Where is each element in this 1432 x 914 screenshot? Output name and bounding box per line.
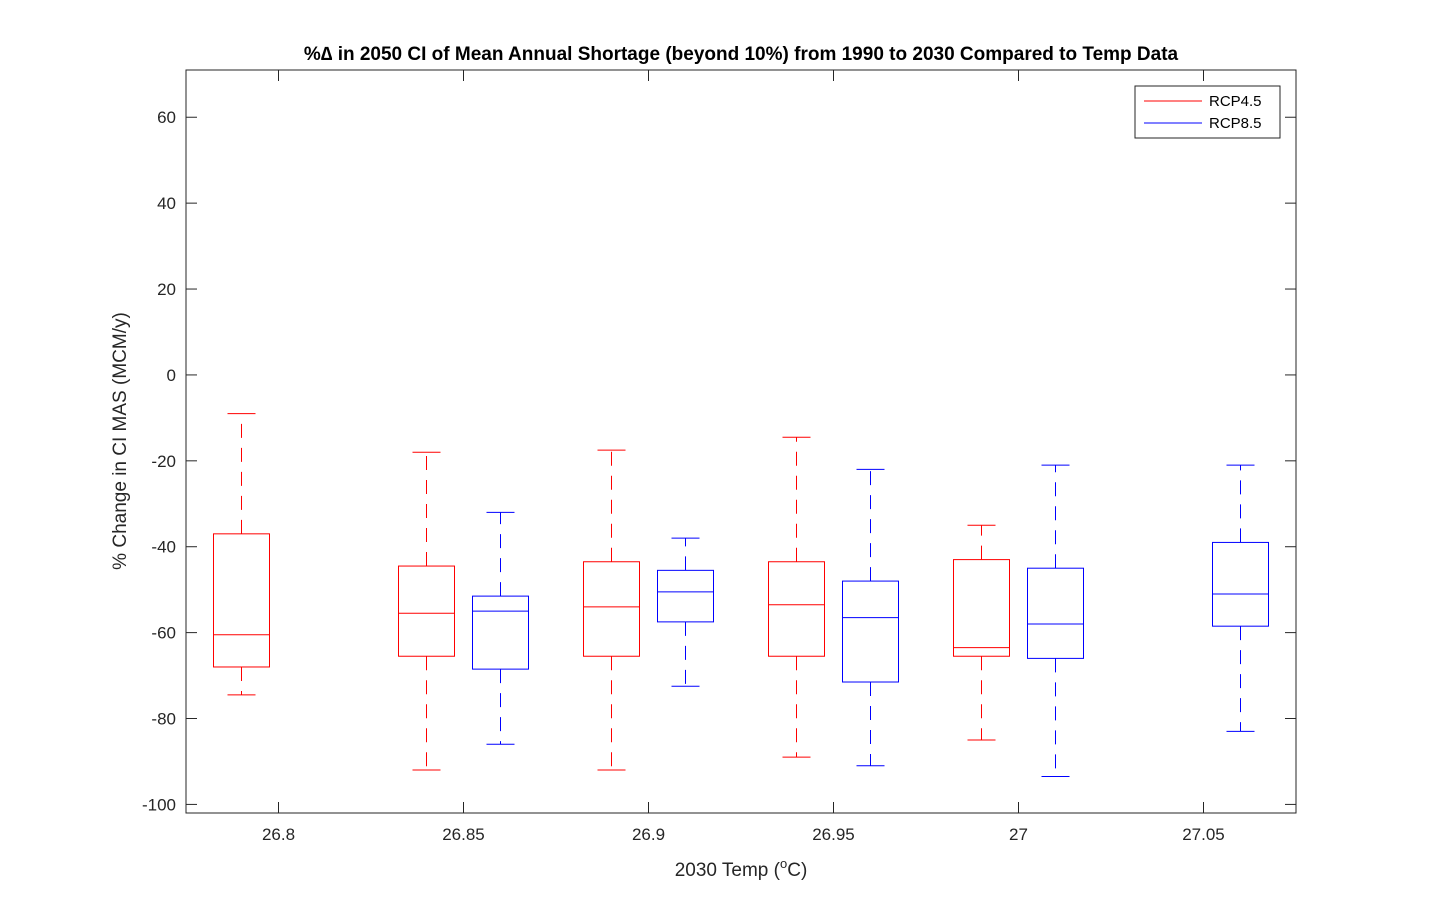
y-tick-label: -20 (151, 452, 176, 471)
x-tick-label: 26.9 (632, 825, 665, 844)
box (213, 413, 270, 696)
box (583, 449, 640, 771)
series-rcp45 (213, 413, 1010, 771)
y-tick-label: -80 (151, 710, 176, 729)
y-axis-label: % Change in CI MAS (MCM/y) (110, 312, 131, 570)
box-iqr (657, 569, 714, 623)
box-iqr (1027, 567, 1084, 659)
y-tick-label: -40 (151, 538, 176, 557)
x-tick-label: 26.85 (442, 825, 485, 844)
series-rcp85 (472, 464, 1269, 777)
box-iqr (842, 580, 899, 683)
y-tick-label: 40 (157, 194, 176, 213)
box-iqr (398, 565, 455, 657)
box-iqr (953, 559, 1010, 657)
x-tick-label: 27.05 (1182, 825, 1225, 844)
box (1212, 464, 1269, 732)
box-series (213, 413, 1269, 777)
box (472, 511, 529, 745)
legend-label-rcp45: RCP4.5 (1209, 93, 1262, 110)
box-iqr (1212, 541, 1269, 627)
x-tick-label: 26.8 (262, 825, 295, 844)
y-tick-label: 0 (167, 366, 176, 385)
x-axis-label-superscript: o (780, 856, 787, 871)
box-iqr (472, 595, 529, 670)
x-axis-label-main: 2030 Temp ( (675, 860, 781, 881)
box (657, 537, 714, 687)
axis-ticks: 26.8 26.85 26.9 26.95 27 27.05 60 40 20 0 -20 -40 -6… (142, 70, 1296, 844)
box (1027, 464, 1084, 777)
y-tick-label: 20 (157, 280, 176, 299)
plot-frame (185, 69, 1297, 814)
box-iqr (213, 533, 270, 668)
y-tick-label: -60 (151, 624, 176, 643)
box (398, 451, 455, 771)
box-iqr (768, 561, 825, 657)
x-tick-label: 27 (1009, 825, 1028, 844)
x-axis-label-end: C) (787, 860, 807, 881)
plot-area (186, 70, 1296, 813)
box-iqr (583, 561, 640, 657)
box (953, 524, 1010, 741)
chart-title: %∆ in 2050 CI of Mean Annual Shortage (b… (304, 44, 1179, 65)
y-tick-label: 60 (157, 108, 176, 127)
box (768, 436, 825, 758)
legend-label-rcp85: RCP8.5 (1209, 115, 1262, 132)
box (842, 468, 899, 767)
legend: RCP4.5 RCP8.5 (1134, 85, 1281, 139)
legend-box (1134, 85, 1281, 139)
x-tick-label: 26.95 (812, 825, 855, 844)
y-tick-label: -100 (142, 795, 176, 814)
x-axis-label: 2030 Temp (oC) (675, 856, 808, 881)
